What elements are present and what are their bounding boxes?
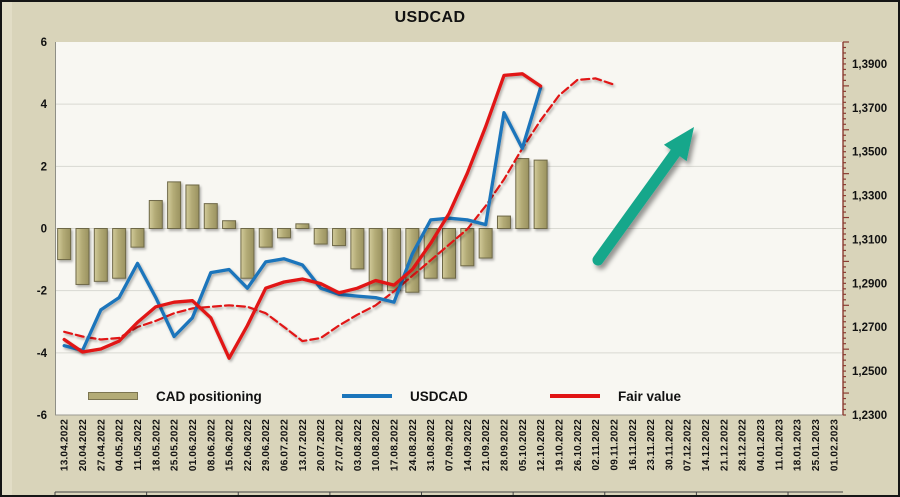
- legend-label: Fair value: [618, 388, 682, 404]
- right-axis-label: 1,2300: [852, 410, 887, 422]
- x-axis-label: 11.05.2022: [133, 419, 144, 471]
- x-axis-label: 08.06.2022: [206, 419, 217, 471]
- x-axis-label: 14.09.2022: [463, 419, 474, 471]
- bar: [515, 158, 530, 229]
- bar: [222, 220, 237, 230]
- right-axis-label: 1,2500: [852, 366, 887, 378]
- x-axis-label: 05.10.2022: [518, 419, 529, 471]
- right-axis-label: 1,3900: [852, 59, 887, 71]
- x-axis-label: 25.05.2022: [170, 419, 181, 471]
- bar: [258, 228, 273, 248]
- line-swatch-icon: [342, 394, 392, 398]
- x-axis-label: 28.09.2022: [499, 419, 510, 471]
- bar: [130, 228, 145, 248]
- bar: [332, 228, 347, 247]
- x-axis-label: 29.06.2022: [261, 419, 272, 471]
- left-axis-label: -4: [37, 348, 48, 360]
- right-axis-label: 1,3700: [852, 103, 887, 115]
- right-axis-label: 1,2900: [852, 278, 887, 290]
- x-axis-label: 23.11.2022: [646, 419, 657, 471]
- left-axis-label: 2: [41, 161, 47, 173]
- up-trend-arrow-icon: [592, 127, 694, 266]
- x-axis-label: 20.07.2022: [316, 419, 327, 471]
- x-axis-label: 07.12.2022: [683, 419, 694, 471]
- bar: [57, 228, 72, 261]
- bar: [533, 159, 548, 229]
- bar: [167, 181, 182, 229]
- legend-label: USDCAD: [410, 388, 468, 404]
- legend-item-fair-value: Fair value: [550, 386, 681, 406]
- x-axis-label: 15.06.2022: [225, 419, 236, 471]
- left-axis-label: -2: [37, 286, 47, 298]
- x-axis-label: 04.01.2023: [756, 419, 767, 471]
- legend-item-cad-positioning: CAD positioning: [88, 386, 262, 406]
- bar: [478, 228, 493, 259]
- bar: [442, 228, 456, 279]
- x-axis-label: 02.11.2022: [591, 419, 602, 471]
- x-axis-label: 26.10.2022: [573, 419, 584, 471]
- cad-positioning-bars: [57, 158, 548, 293]
- x-axis-label: 14.12.2022: [701, 419, 712, 471]
- usdcad-line: [62, 85, 543, 353]
- x-axis-label: 01.02.2023: [829, 419, 840, 471]
- x-axis-label: 16.11.2022: [628, 419, 639, 471]
- bar-swatch-icon: [88, 392, 138, 400]
- x-axis-label: 07.09.2022: [445, 419, 456, 471]
- x-axis-label: 31.08.2022: [426, 419, 437, 471]
- bar: [368, 228, 383, 292]
- x-axis-label: 30.11.2022: [664, 419, 675, 471]
- line-swatch-icon: [550, 394, 600, 398]
- x-axis-label: 11.01.2023: [774, 419, 785, 471]
- bar: [496, 215, 511, 229]
- x-axis-label: 22.06.2022: [243, 419, 254, 471]
- x-axis-label: 27.07.2022: [335, 419, 346, 471]
- x-axis-label: 18.01.2023: [793, 419, 804, 471]
- left-axis-label: 6: [41, 37, 47, 49]
- x-axis-label: 21.12.2022: [719, 419, 730, 471]
- legend-item-usdcad: USDCAD: [342, 386, 468, 406]
- right-axis-label: 1,3100: [852, 234, 887, 246]
- x-axis-label: 10.08.2022: [371, 419, 382, 471]
- bar: [240, 228, 255, 279]
- x-axis-label: 25.01.2023: [811, 419, 822, 471]
- bar: [185, 184, 200, 230]
- x-axis-label: 19.10.2022: [554, 419, 565, 471]
- bar: [313, 228, 328, 245]
- bar: [350, 228, 365, 270]
- x-axis-label: 27.04.2022: [96, 419, 107, 471]
- bar: [75, 228, 90, 285]
- bar: [203, 203, 218, 229]
- x-axis-label: 04.05.2022: [115, 419, 126, 471]
- x-axis-label: 28.12.2022: [738, 419, 749, 471]
- chart-title: USDCAD: [394, 9, 466, 26]
- x-axis-label: 21.09.2022: [481, 419, 492, 471]
- bar: [93, 228, 108, 282]
- bar: [112, 228, 127, 279]
- x-axis-label: 17.08.2022: [390, 419, 401, 471]
- bar: [295, 223, 310, 229]
- left-axis-label: -6: [37, 410, 47, 422]
- x-axis-label: 24.08.2022: [408, 419, 419, 471]
- x-axis-label: 13.04.2022: [60, 419, 71, 471]
- x-axis-label: 12.10.2022: [536, 419, 547, 471]
- right-axis-label: 1,2700: [852, 322, 887, 334]
- bar: [277, 228, 292, 239]
- x-axis-label: 06.07.2022: [280, 419, 291, 471]
- right-axis-label: 1,3500: [852, 147, 887, 159]
- legend-label: CAD positioning: [156, 388, 262, 404]
- bar: [148, 200, 163, 229]
- x-axis-label: 18.05.2022: [151, 419, 162, 471]
- left-axis-label: 4: [41, 99, 48, 111]
- right-axis-label: 1,3300: [852, 191, 887, 203]
- x-axis-label: 09.11.2022: [609, 419, 620, 471]
- fair-value-line: [62, 72, 543, 360]
- x-axis-label: 20.04.2022: [78, 419, 89, 471]
- left-axis-label: 0: [41, 224, 47, 236]
- x-axis-label: 13.07.2022: [298, 419, 309, 471]
- x-axis-label: 03.08.2022: [353, 419, 364, 471]
- x-axis-label: 01.06.2022: [188, 419, 199, 471]
